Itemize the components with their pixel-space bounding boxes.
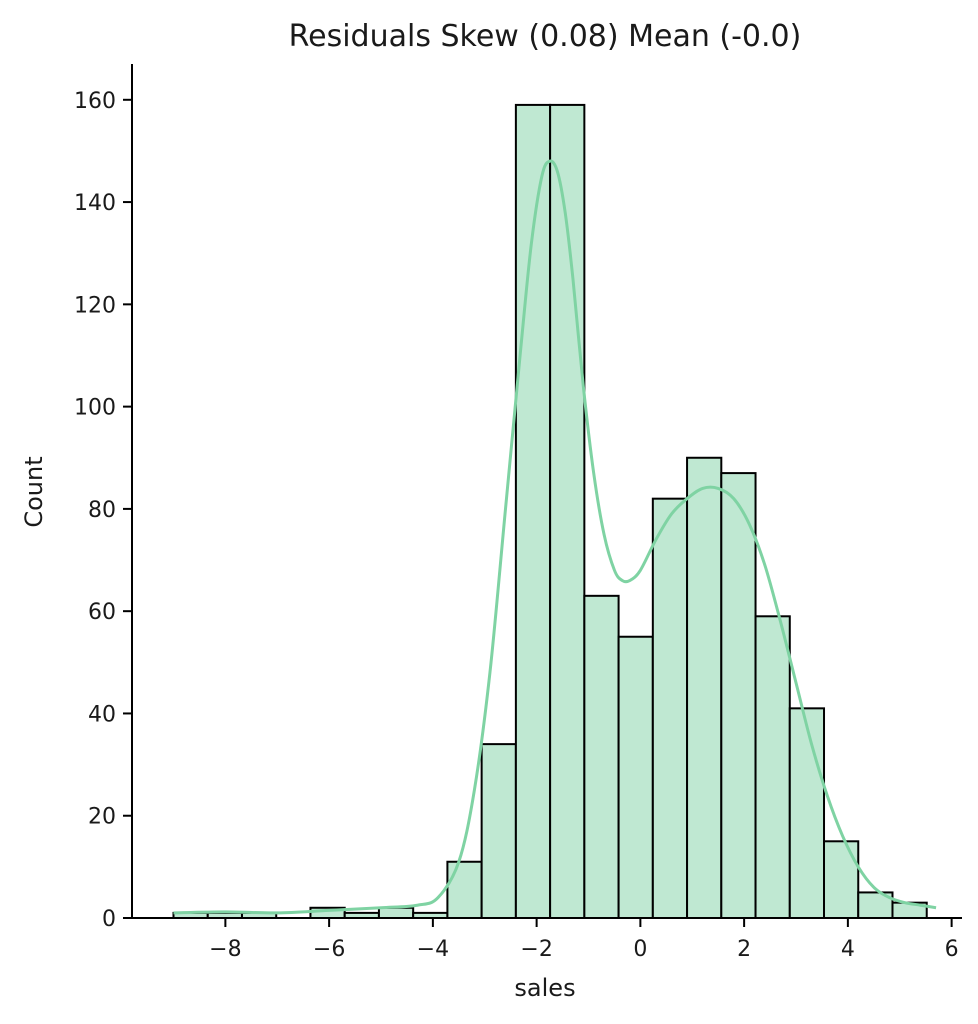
- histogram-bars: [172, 103, 928, 920]
- x-tick-label: 2: [737, 937, 751, 962]
- histogram-bar-6: [377, 906, 415, 920]
- axes: [131, 64, 962, 919]
- x-tick-label: 6: [945, 937, 959, 962]
- y-axis-ticks: 0 20 40 60 80 100 120 140 160: [74, 89, 132, 932]
- histogram-bar-15: [686, 456, 723, 919]
- kde-curve: [173, 159, 937, 915]
- histogram-bar-16: [720, 472, 757, 919]
- histogram-bar-13: [617, 635, 654, 919]
- histogram-bar-14: [651, 497, 689, 919]
- y-axis-label: Count: [20, 456, 48, 527]
- x-tick-label: 4: [841, 937, 855, 962]
- y-tick-label: 160: [74, 89, 116, 114]
- y-tick-label: 0: [102, 907, 116, 932]
- x-tick-label: −4: [417, 937, 449, 962]
- x-tick-label: −6: [313, 937, 345, 962]
- x-tick-label: −8: [209, 937, 241, 962]
- x-axis-label: sales: [514, 974, 575, 1002]
- histogram-bar-17: [754, 615, 791, 919]
- y-tick-label: 20: [88, 805, 116, 830]
- histogram-bar-9: [480, 743, 517, 919]
- y-tick-label: 120: [74, 293, 116, 318]
- chart-title: Residuals Skew (0.08) Mean (-0.0): [289, 19, 802, 54]
- histogram-bar-12: [583, 594, 620, 920]
- histogram-bar-19: [823, 840, 860, 919]
- histogram-bar-8: [446, 860, 483, 919]
- x-tick-label: −2: [520, 937, 552, 962]
- y-tick-label: 80: [88, 498, 116, 523]
- y-tick-label: 40: [88, 702, 116, 727]
- y-tick-label: 60: [88, 600, 116, 625]
- y-tick-label: 140: [74, 191, 116, 216]
- y-tick-label: 100: [74, 396, 116, 421]
- histogram-bar-18: [788, 707, 826, 920]
- x-axis-ticks: −8 −6 −4 −2 0 2 4 6: [209, 918, 959, 962]
- x-tick-label: 0: [633, 937, 647, 962]
